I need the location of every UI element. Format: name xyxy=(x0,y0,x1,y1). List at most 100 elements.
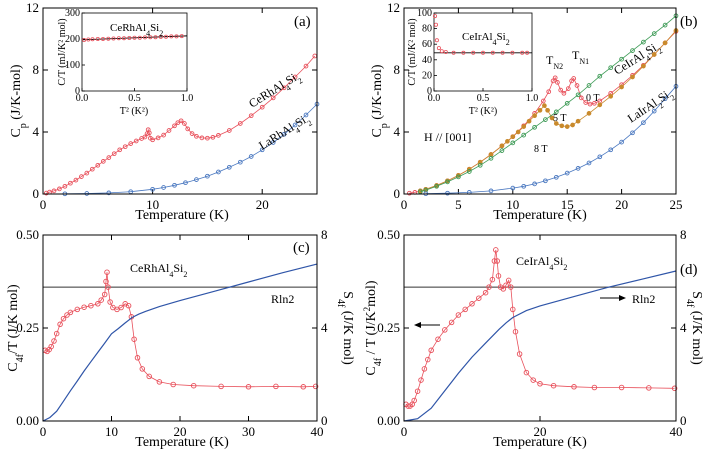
panel-b-point-8-t xyxy=(510,140,516,146)
panel-d-point-c4f-t xyxy=(448,319,455,326)
panel-b-point-5-t xyxy=(662,40,668,46)
panel-a-frame xyxy=(42,7,318,195)
panel-b-point-5-t xyxy=(526,118,532,124)
inset-a-frame xyxy=(81,12,188,92)
inset-a-point xyxy=(179,34,184,39)
panel-b-point-5-t xyxy=(532,113,537,119)
panel-d-point-c4f-t xyxy=(482,289,489,296)
panel-a-point-cerhal4si2 xyxy=(182,121,187,126)
panel-d-ylabel: C4f / T (J/K2mol) xyxy=(362,280,384,376)
panel-c-point-c4f-t xyxy=(146,373,152,380)
inset-b-point xyxy=(510,50,515,55)
inset-a-point xyxy=(111,36,116,41)
inset-b-point xyxy=(443,50,448,55)
panel-a-point-cerhal4si2 xyxy=(142,134,148,140)
panel-b-xtick-label: 20 xyxy=(615,197,628,212)
panel-d-point-c4f-t xyxy=(491,258,498,264)
panel-c-ytick-label: 0.25 xyxy=(16,320,39,335)
panel-a-point-cerhal4si2 xyxy=(146,130,152,136)
panel-a-point-larhal4si2 xyxy=(150,186,155,192)
label-larhal4si2-a: LaRhAl4Si2 xyxy=(256,111,313,156)
panel-a-point-cerhal4si2 xyxy=(172,123,177,129)
panel-b-ylabel: Cp (J/K-mol) xyxy=(370,64,390,137)
panel-d-point-c4f-t xyxy=(418,377,424,383)
panel-c-xlabel: Temperature (K) xyxy=(135,435,229,450)
panel-d-y2tick-label: 0 xyxy=(680,413,687,428)
inset-a-ytick-label: 300 xyxy=(65,8,80,19)
panel-b-point-8-t xyxy=(586,83,592,88)
panel-d-point-c4f-t xyxy=(421,366,428,372)
inset-b-point xyxy=(520,50,525,55)
panel-c-point-c4f-t xyxy=(51,338,57,344)
panel-a-point-cerhal4si2 xyxy=(281,85,287,91)
panel-b-point-lairal2si2 xyxy=(597,154,603,160)
inset-b-ytick-label: 100 xyxy=(417,8,432,19)
panel-a-xtick-label: 0 xyxy=(40,197,47,212)
panel-c-point-c4f-t xyxy=(118,304,124,311)
panel-b-point-5-t xyxy=(608,93,614,99)
inset-b-ylabel: C/T (mJ/K² mol) xyxy=(407,18,418,85)
inset-b-xtick-label: 0.0 xyxy=(428,93,441,104)
inset-a-point xyxy=(137,35,142,40)
panel-b-point-0-t xyxy=(574,83,580,88)
inset-b-xlabel: T² (K²) xyxy=(469,106,498,117)
panel-b-point-5-t xyxy=(505,138,510,144)
panel-c-xtick-label: 10 xyxy=(105,424,118,439)
panel-d-xtick-label: 0 xyxy=(401,424,408,439)
inset-b-point xyxy=(480,50,485,55)
panel-b-ytick-label: 12 xyxy=(387,0,400,15)
panel-d-ytick-label: 0.50 xyxy=(377,227,400,242)
panel-b-ytick-label: 4 xyxy=(394,124,401,139)
panel-b-point-8-t xyxy=(434,183,439,189)
panel-d-point-c4f-t xyxy=(646,385,652,391)
panel-b-point-5-t xyxy=(586,111,592,116)
panel-a-point-cerhal4si2 xyxy=(89,166,95,172)
panel-b-point-5-t xyxy=(542,103,547,108)
panel-a-point-cerhal4si2 xyxy=(303,63,309,69)
panel-a-point-cerhal4si2 xyxy=(292,74,298,80)
panel-b-point-0-t xyxy=(546,89,552,95)
panel-b-point-0-t xyxy=(552,75,558,81)
panel-b-point-lairal2si2 xyxy=(662,96,668,102)
inset-b-point xyxy=(451,50,456,55)
inset-a-point xyxy=(82,38,87,43)
panel-a-point-larhal4si2 xyxy=(292,122,298,128)
panel-b-point-5-t xyxy=(597,102,603,108)
panel-b-point-5-t xyxy=(515,129,521,135)
panel-b-point-8-t xyxy=(499,148,505,153)
panel-d-y2label: S4f (J/K mol) xyxy=(685,291,705,365)
panel-a-point-cerhal4si2 xyxy=(259,104,265,110)
panel-d-point-c4f-t xyxy=(523,369,530,376)
panel-b-series-line-8-t xyxy=(420,15,677,193)
inset-a-title: CeRhAl4Si2 xyxy=(110,22,163,38)
panel-a-point-larhal4si2 xyxy=(303,112,309,118)
panel-d-point-c4f-t xyxy=(516,351,523,357)
panel-d-point-c4f-t xyxy=(486,284,492,290)
panel-c-xtick-label: 20 xyxy=(174,424,187,439)
panel-b-point-8-t xyxy=(532,124,537,130)
panel-a-ytick-label: 4 xyxy=(33,124,40,139)
panel-d-xtick-label: 40 xyxy=(670,424,683,439)
inset-b-ytick-label: 60 xyxy=(422,39,432,50)
panel-c-point-c4f-t xyxy=(60,315,67,322)
panel-b: 0 5 10 15 20 25 0 4 8 12 (b) Temperature (K) Cp (… xyxy=(370,0,698,223)
panel-d-point-c4f-t xyxy=(550,382,557,389)
label-tn2: TN2 xyxy=(546,53,563,71)
panel-c-label: (c) xyxy=(293,240,310,256)
label-lairal2si2-b: LaIrAl2Si2 xyxy=(625,86,677,129)
panel-d-point-c4f-t xyxy=(476,295,482,301)
panel-a-label: (a) xyxy=(294,14,311,30)
panel-a-ytick-label: 0 xyxy=(33,186,40,201)
panel-c-point-c4f-t xyxy=(98,297,104,303)
panel-a-point-cerhal4si2 xyxy=(199,135,205,141)
panel-b-point-5-t xyxy=(521,124,527,129)
panel-b-point-5-t xyxy=(575,118,581,124)
panel-d-ytick-label: 0.00 xyxy=(377,413,400,428)
panel-d-point-c4f-t xyxy=(493,247,499,253)
panel-b-label: (b) xyxy=(680,14,698,30)
panel-b-point-lairal2si2 xyxy=(575,166,581,171)
panel-a-point-cerhal4si2 xyxy=(161,132,166,138)
right-arrow xyxy=(600,295,626,301)
panel-a-point-cerhal4si2 xyxy=(216,133,221,138)
